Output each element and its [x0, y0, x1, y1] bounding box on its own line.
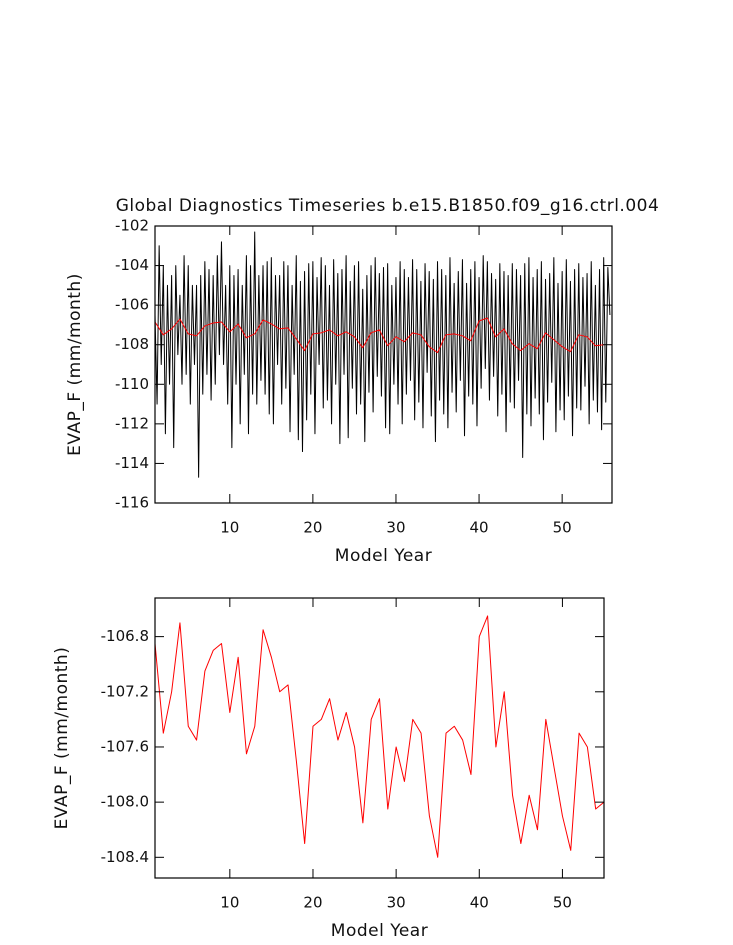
data-line [154, 231, 611, 478]
plot-frame [154, 225, 613, 504]
y-tick-label: -102 [115, 217, 149, 235]
y-tick-label: -114 [115, 454, 149, 472]
y-tick-label: -106.8 [101, 627, 149, 645]
x-tick-label: 20 [303, 519, 322, 537]
y-tick-label: -104 [115, 256, 149, 274]
x-tick-label: 30 [387, 894, 406, 912]
y-tick-label: -108 [115, 335, 149, 353]
x-tick-label: 40 [470, 519, 489, 537]
data-line [154, 615, 605, 858]
y-tick-label: -107.2 [101, 682, 149, 700]
y-tick-label: -106 [115, 296, 149, 314]
x-tick-label: 50 [553, 519, 572, 537]
x-tick-label: 50 [553, 894, 572, 912]
x-tick-label: 10 [220, 519, 239, 537]
chart-title: Global Diagnostics Timeseries b.e15.B185… [116, 196, 660, 216]
y-tick-label: -110 [115, 375, 149, 393]
x-tick-label: 40 [470, 894, 489, 912]
x-tick-label: 10 [220, 894, 239, 912]
y-tick-label: -116 [115, 494, 149, 512]
x-tick-label: 20 [303, 894, 322, 912]
y-tick-label: -107.6 [101, 737, 149, 755]
plot-frame [154, 597, 605, 879]
y-tick-label: -112 [115, 414, 149, 432]
x-tick-label: 30 [386, 519, 405, 537]
y-axis-label: EVAP_F (mm/month) [65, 273, 85, 456]
x-axis-label: Model Year [331, 921, 428, 941]
data-line [154, 317, 604, 354]
y-tick-label: -108.0 [101, 793, 149, 811]
y-axis-label: EVAP_F (mm/month) [52, 647, 72, 830]
y-tick-label: -108.4 [101, 848, 149, 866]
x-axis-label: Model Year [335, 546, 432, 566]
